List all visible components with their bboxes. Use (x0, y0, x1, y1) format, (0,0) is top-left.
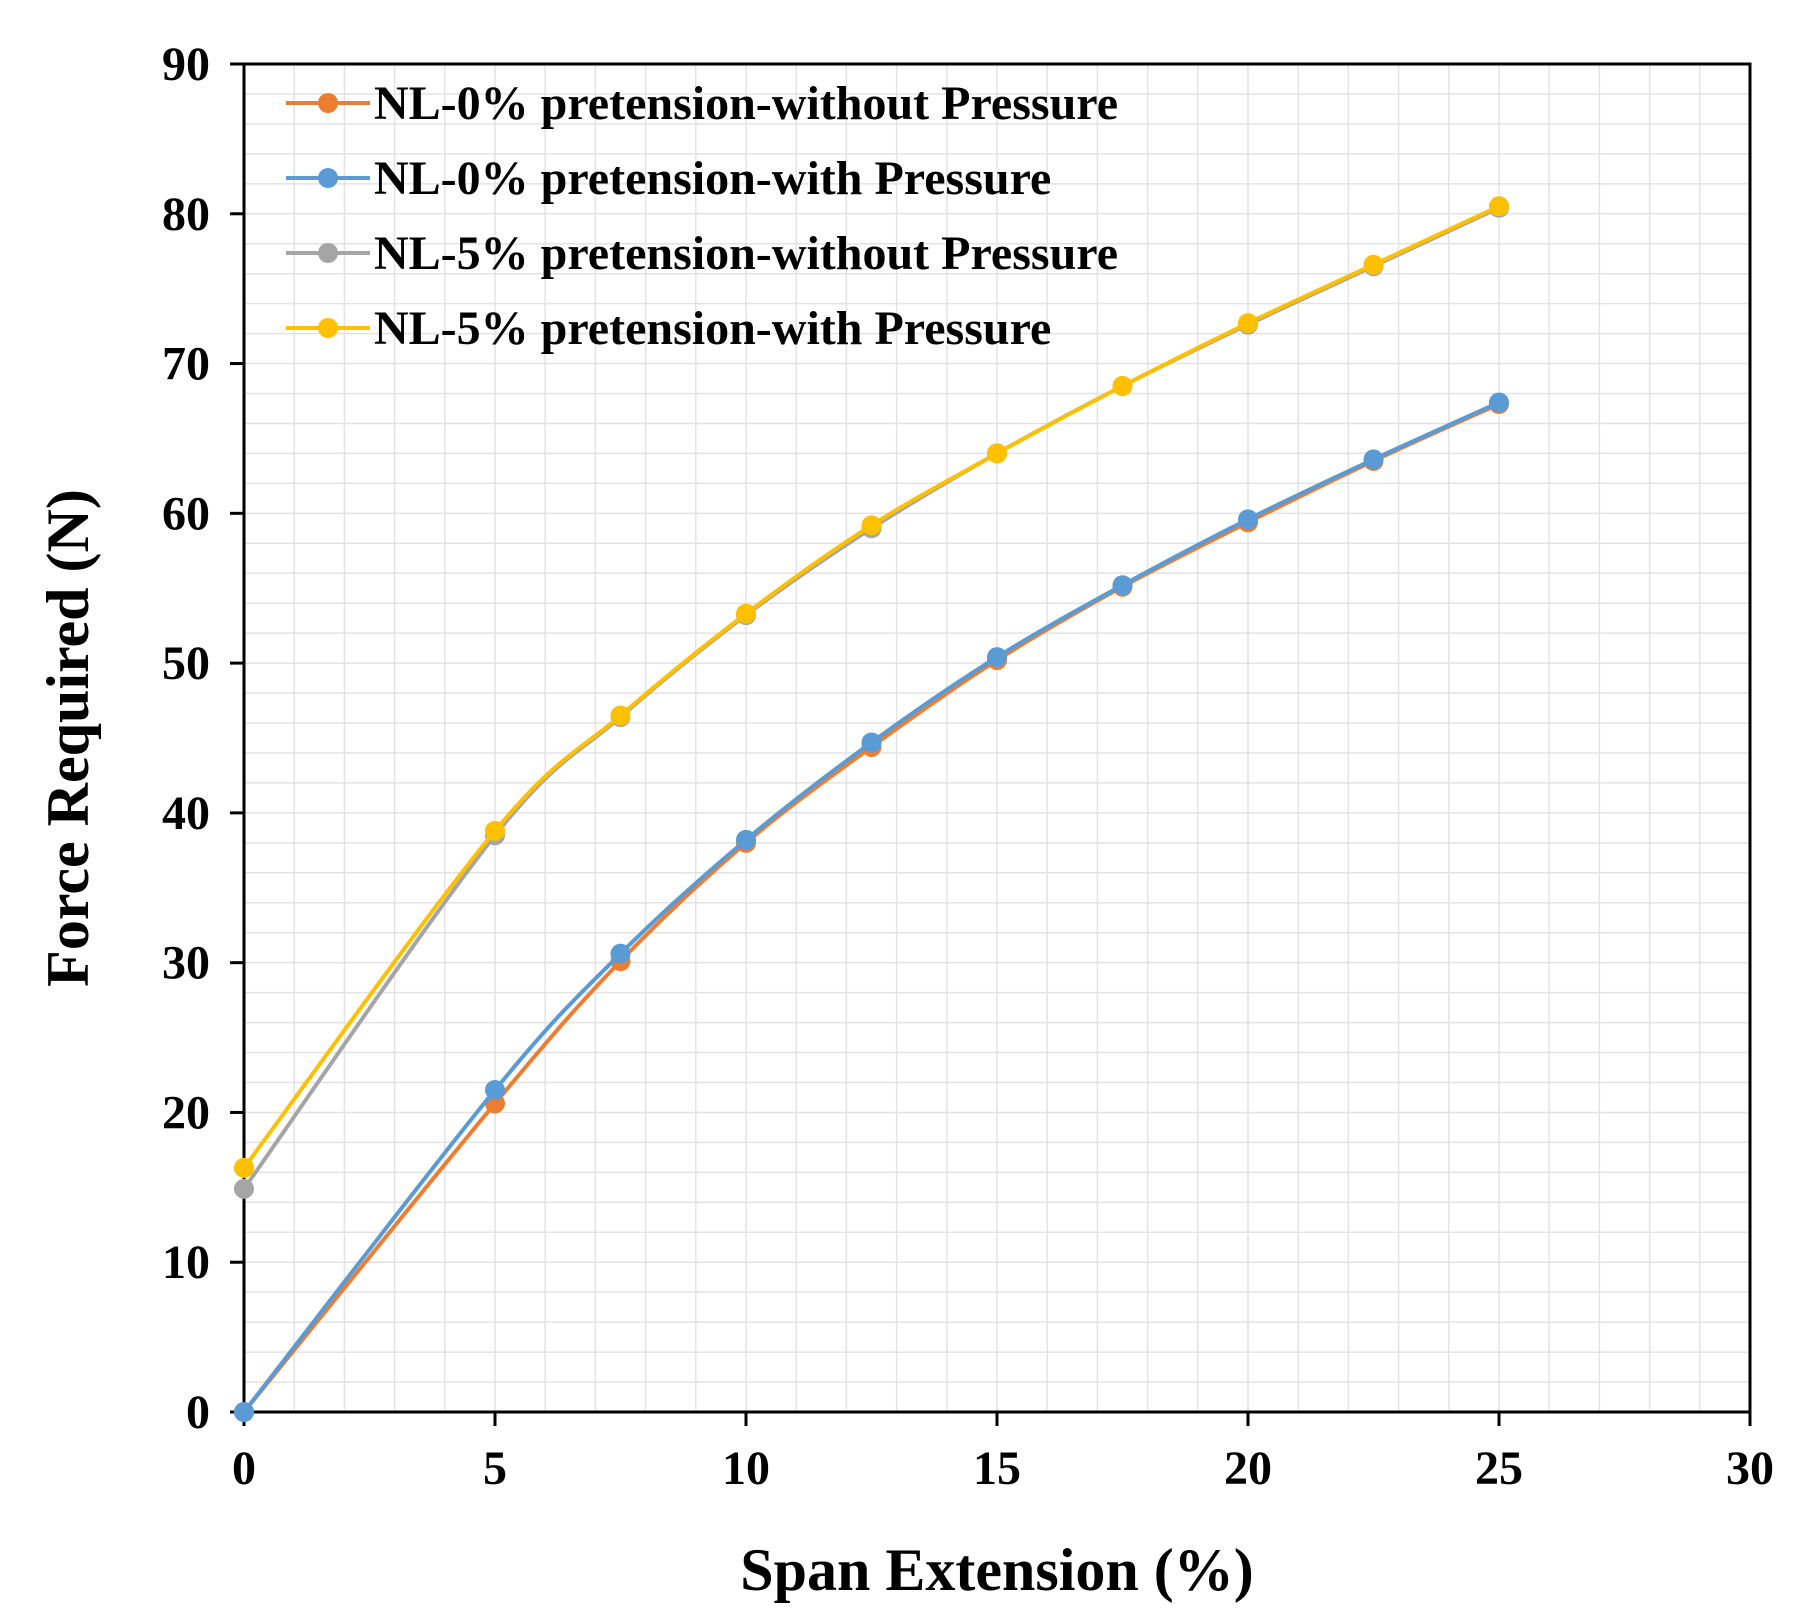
series-line (242, 400, 1500, 1414)
series-2 (234, 392, 1509, 1422)
x-axis-title: Span Extension (%) (740, 1537, 1253, 1603)
data-point (610, 705, 631, 726)
data-point (861, 732, 882, 753)
data-point (1238, 313, 1258, 334)
axis-ticks: 0 5 10 15 20 25 30 0 10 20 30 40 50 60 70 80 90 (162, 38, 1774, 1495)
data-point (1112, 575, 1133, 596)
x-tick-label: 5 (483, 1442, 507, 1495)
data-point (234, 1178, 254, 1199)
legend-item: NL-0% pretension-without Pressure (286, 77, 1118, 130)
y-tick-label: 0 (186, 1386, 210, 1439)
x-tick-label: 0 (232, 1442, 256, 1495)
data-point (610, 943, 631, 964)
grid (244, 64, 1750, 1412)
x-tick-label: 15 (973, 1442, 1021, 1495)
data-point (234, 1157, 254, 1178)
data-point (1489, 392, 1509, 413)
y-tick-label: 40 (162, 787, 210, 840)
y-tick-label: 50 (162, 637, 210, 690)
legend-swatch-marker (318, 318, 338, 338)
legend-swatch-marker (318, 168, 338, 188)
data-point (1363, 449, 1384, 470)
data-point (1363, 254, 1384, 275)
y-tick-label: 10 (162, 1236, 210, 1289)
series-line (242, 402, 1500, 1414)
data-point (736, 603, 756, 624)
x-tick-label: 20 (1224, 1442, 1272, 1495)
data-point (1112, 376, 1133, 397)
data-point (485, 820, 505, 841)
legend-label: NL-5% pretension-with Pressure (374, 302, 1051, 355)
y-tick-label: 60 (162, 487, 210, 540)
x-tick-label: 10 (722, 1442, 770, 1495)
y-tick-label: 70 (162, 338, 210, 391)
data-point (987, 443, 1007, 464)
legend-label: NL-0% pretension-without Pressure (374, 77, 1118, 130)
legend-label: NL-0% pretension-with Pressure (374, 152, 1051, 205)
y-tick-label: 80 (162, 188, 210, 241)
y-tick-label: 30 (162, 937, 210, 990)
legend: NL-0% pretension-without Pressure NL-0% p… (286, 77, 1118, 355)
series-group (234, 196, 1509, 1422)
x-tick-label: 25 (1475, 1442, 1523, 1495)
series-1 (234, 393, 1509, 1422)
data-point (485, 1079, 505, 1100)
legend-swatch-marker (318, 243, 338, 263)
data-point (234, 1402, 254, 1422)
legend-item: NL-5% pretension-without Pressure (286, 227, 1118, 280)
x-tick-label: 30 (1726, 1442, 1774, 1495)
y-tick-label: 20 (162, 1086, 210, 1139)
data-point (736, 829, 756, 850)
legend-item: NL-0% pretension-with Pressure (286, 152, 1051, 205)
legend-swatch-marker (318, 93, 338, 113)
data-point (1238, 509, 1258, 530)
legend-label: NL-5% pretension-without Pressure (374, 227, 1118, 280)
data-point (1489, 196, 1509, 217)
legend-item: NL-5% pretension-with Pressure (286, 302, 1051, 355)
y-axis-title: Force Required (N) (35, 489, 101, 987)
data-point (987, 647, 1007, 668)
y-tick-label: 90 (162, 38, 210, 91)
data-point (861, 515, 882, 536)
series-4 (234, 196, 1509, 1178)
